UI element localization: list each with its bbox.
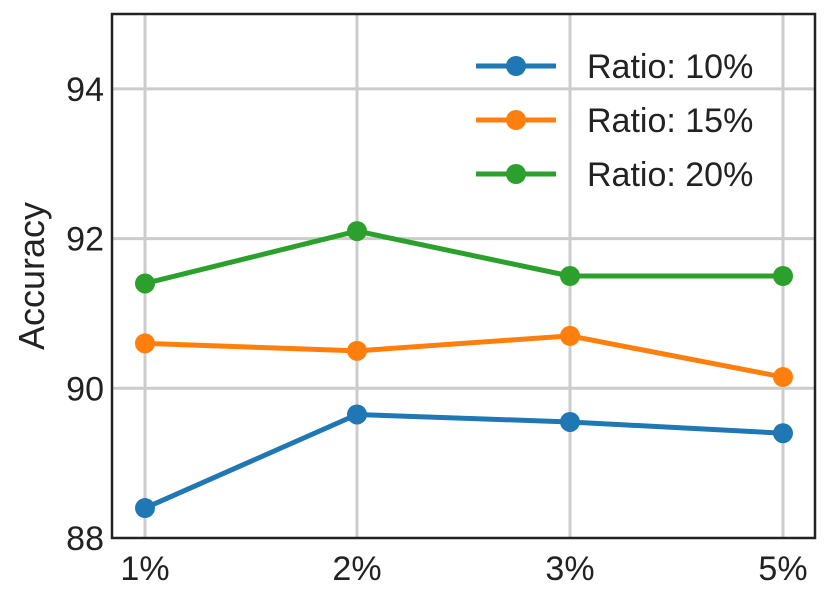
series-line <box>144 228 783 286</box>
data-point <box>347 340 367 361</box>
legend: Ratio: 10% Ratio: 15% Ratio: 20% <box>476 48 753 194</box>
data-point <box>135 333 155 354</box>
series-line <box>144 333 784 380</box>
y-tick-label: 94 <box>66 71 104 109</box>
x-tick-label: 1% <box>120 550 169 588</box>
data-point <box>135 273 155 294</box>
data-point <box>560 325 580 346</box>
y-axis-title: Accuracy <box>11 202 52 350</box>
y-tick-label: 88 <box>66 520 104 558</box>
tick-labels: 1% 2% 3% 5% 88 90 92 94 <box>66 71 807 588</box>
legend-marker <box>506 56 526 76</box>
data-point <box>773 266 793 286</box>
x-tick-label: 3% <box>545 550 594 588</box>
legend-entry: Ratio: 20% <box>476 156 753 194</box>
legend-entry: Ratio: 10% <box>476 48 753 86</box>
data-point <box>773 367 793 388</box>
legend-entry: Ratio: 15% <box>476 102 753 140</box>
legend-label: Ratio: 20% <box>587 156 753 194</box>
series-3 <box>135 221 793 294</box>
legend-marker <box>506 164 526 184</box>
legend-label: Ratio: 15% <box>587 102 753 140</box>
y-tick-label: 90 <box>66 370 104 408</box>
data-point <box>773 423 793 444</box>
x-tick-label: 2% <box>332 550 381 588</box>
data-point <box>560 266 580 286</box>
legend-label: Ratio: 10% <box>587 48 753 86</box>
data-point <box>347 404 367 425</box>
series-line <box>143 411 784 511</box>
x-tick-label: 5% <box>758 550 807 588</box>
data-point <box>347 221 367 242</box>
series-2 <box>135 325 793 388</box>
y-tick-label: 92 <box>66 221 104 259</box>
series-1 <box>135 404 793 519</box>
data-point <box>560 411 580 432</box>
plot-frame <box>110 12 817 540</box>
data-point <box>135 498 155 519</box>
series-lines <box>135 221 793 519</box>
legend-marker <box>506 110 526 130</box>
gridlines <box>112 14 815 538</box>
